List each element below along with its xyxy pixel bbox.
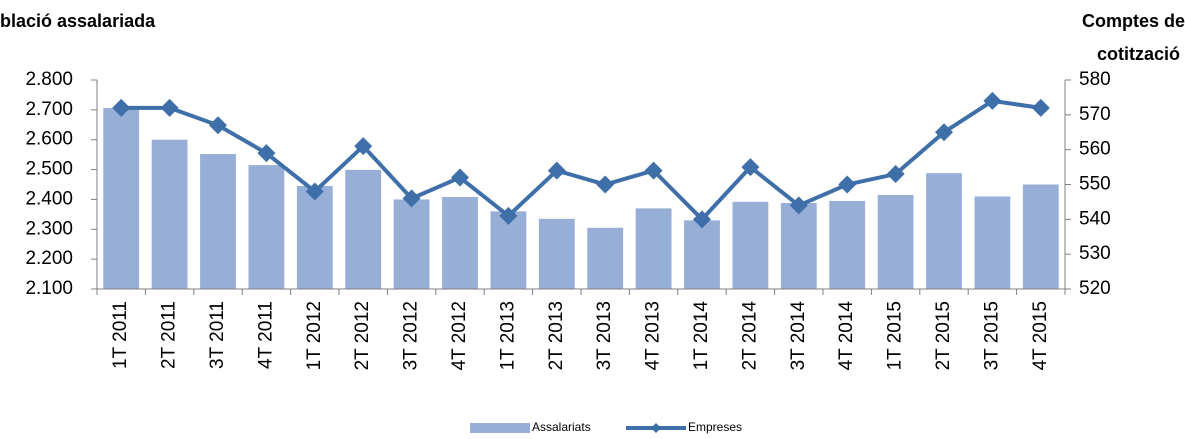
bar xyxy=(248,165,285,289)
bar xyxy=(200,154,236,289)
x-tick-label: 1T 2013 xyxy=(497,301,518,370)
y-tick-label: 2.700 xyxy=(25,99,73,120)
legend-swatch xyxy=(651,423,661,433)
marker xyxy=(160,98,179,117)
marker xyxy=(789,196,808,215)
x-tick-label: 4T 2012 xyxy=(449,301,470,370)
bar xyxy=(538,218,575,289)
marker xyxy=(257,144,276,163)
x-tick-label: 2T 2011 xyxy=(159,301,180,369)
y-tick-label: 2.400 xyxy=(25,188,73,209)
marker xyxy=(596,175,615,194)
bar xyxy=(345,169,382,289)
x-tick-label: 4T 2011 xyxy=(255,301,276,369)
x-tick-label: 3T 2011 xyxy=(207,301,228,369)
x-tick-label: 4T 2013 xyxy=(643,301,664,370)
y2-tick-label: 570 xyxy=(1079,104,1111,125)
x-tick-label: 1T 2014 xyxy=(691,301,712,371)
marker xyxy=(644,161,663,180)
x-tick-label: 1T 2012 xyxy=(304,301,325,370)
y-tick-label: 2.500 xyxy=(25,159,73,180)
marker xyxy=(983,91,1002,110)
y2-tick-label: 540 xyxy=(1079,208,1111,229)
legend-swatch xyxy=(470,423,530,433)
bar xyxy=(635,208,672,289)
bar xyxy=(442,197,478,289)
x-tick-label: 2T 2012 xyxy=(352,301,373,370)
y-tick-label: 2.800 xyxy=(25,69,73,90)
marker xyxy=(1031,98,1050,117)
legend-label: Empreses xyxy=(688,420,742,434)
y-tick-label: 2.200 xyxy=(25,248,73,269)
marker xyxy=(402,189,421,208)
y-tick-label: 2.100 xyxy=(25,278,73,299)
y2-axis-title: cotització xyxy=(1097,44,1180,64)
bar xyxy=(732,201,769,289)
bar xyxy=(877,194,914,289)
y-tick-label: 2.600 xyxy=(25,129,73,150)
x-tick-label: 2T 2014 xyxy=(739,301,760,371)
marker xyxy=(693,210,711,229)
marker xyxy=(886,165,905,184)
x-tick-label: 2T 2015 xyxy=(933,301,954,370)
marker xyxy=(354,137,373,156)
y2-tick-label: 560 xyxy=(1079,139,1111,160)
line xyxy=(121,98,1042,223)
marker xyxy=(305,182,324,201)
x-tick-label: 3T 2015 xyxy=(981,301,1002,370)
y2-tick-label: 580 xyxy=(1079,69,1111,90)
x-tick-label: 3T 2012 xyxy=(401,301,422,370)
marker xyxy=(112,98,131,117)
marker xyxy=(741,158,760,177)
y2-axis-title: Comptes de xyxy=(1082,11,1185,31)
bar xyxy=(1022,184,1059,289)
x-tick-label: 2T 2013 xyxy=(546,301,567,370)
x-tick-label: 1T 2011 xyxy=(110,301,131,369)
marker xyxy=(838,175,857,194)
marker xyxy=(209,116,227,135)
bar xyxy=(684,220,720,289)
bar xyxy=(780,203,817,289)
y2-tick-label: 520 xyxy=(1079,278,1111,299)
y-axis-title: blació assalariada xyxy=(0,11,156,31)
bar xyxy=(296,185,333,289)
y2-tick-label: 550 xyxy=(1079,174,1111,195)
legend-label: Assalariats xyxy=(532,420,591,434)
x-tick-label: 3T 2013 xyxy=(594,301,615,370)
x-tick-label: 1T 2015 xyxy=(885,301,906,370)
x-tick-label: 4T 2014 xyxy=(836,301,857,371)
marker xyxy=(547,161,566,180)
bar xyxy=(393,199,430,289)
y-tick-label: 2.300 xyxy=(25,218,73,239)
bar xyxy=(151,139,188,289)
marker xyxy=(935,123,953,142)
bar xyxy=(974,196,1011,289)
y2-tick-label: 530 xyxy=(1079,243,1111,264)
x-tick-label: 3T 2014 xyxy=(788,301,809,371)
bar xyxy=(587,227,624,289)
x-tick-label: 4T 2015 xyxy=(1030,301,1051,370)
bar xyxy=(926,173,962,289)
marker xyxy=(499,206,518,225)
marker xyxy=(451,168,469,187)
bar xyxy=(103,108,140,290)
bar xyxy=(829,200,866,289)
